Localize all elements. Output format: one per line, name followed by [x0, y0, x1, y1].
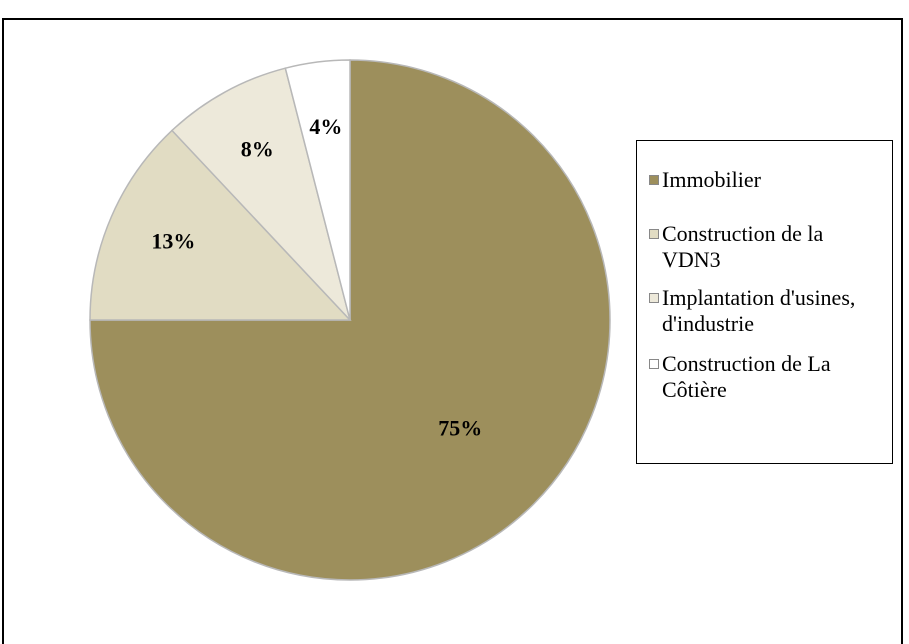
chart-frame	[2, 18, 903, 644]
legend-label: Immobilier	[662, 167, 761, 192]
legend-entry: Implantation d'usines, d'industrie	[649, 285, 886, 337]
legend-swatch	[649, 359, 659, 369]
legend-label: Construction de la VDN3	[662, 221, 824, 272]
legend: Immobilier Construction de la VDN3 Implant…	[636, 140, 893, 464]
legend-label: Construction de La Côtière	[662, 351, 831, 402]
data-label: 75%	[438, 415, 482, 440]
data-label: 13%	[151, 229, 195, 254]
pie-slice	[89, 59, 611, 581]
legend-label: Implantation d'usines, d'industrie	[662, 285, 856, 336]
legend-swatch	[649, 229, 659, 239]
legend-entry: Construction de la VDN3	[649, 221, 886, 273]
legend-entry: Immobilier	[649, 167, 886, 193]
data-label: 8%	[241, 136, 274, 161]
pie-slice	[284, 59, 351, 321]
legend-entry: Construction de La Côtière	[649, 351, 886, 403]
pie-slice	[170, 67, 351, 321]
legend-swatch	[649, 293, 659, 303]
pie-slice	[89, 129, 352, 321]
legend-swatch	[649, 175, 659, 185]
data-label: 4%	[309, 114, 342, 139]
